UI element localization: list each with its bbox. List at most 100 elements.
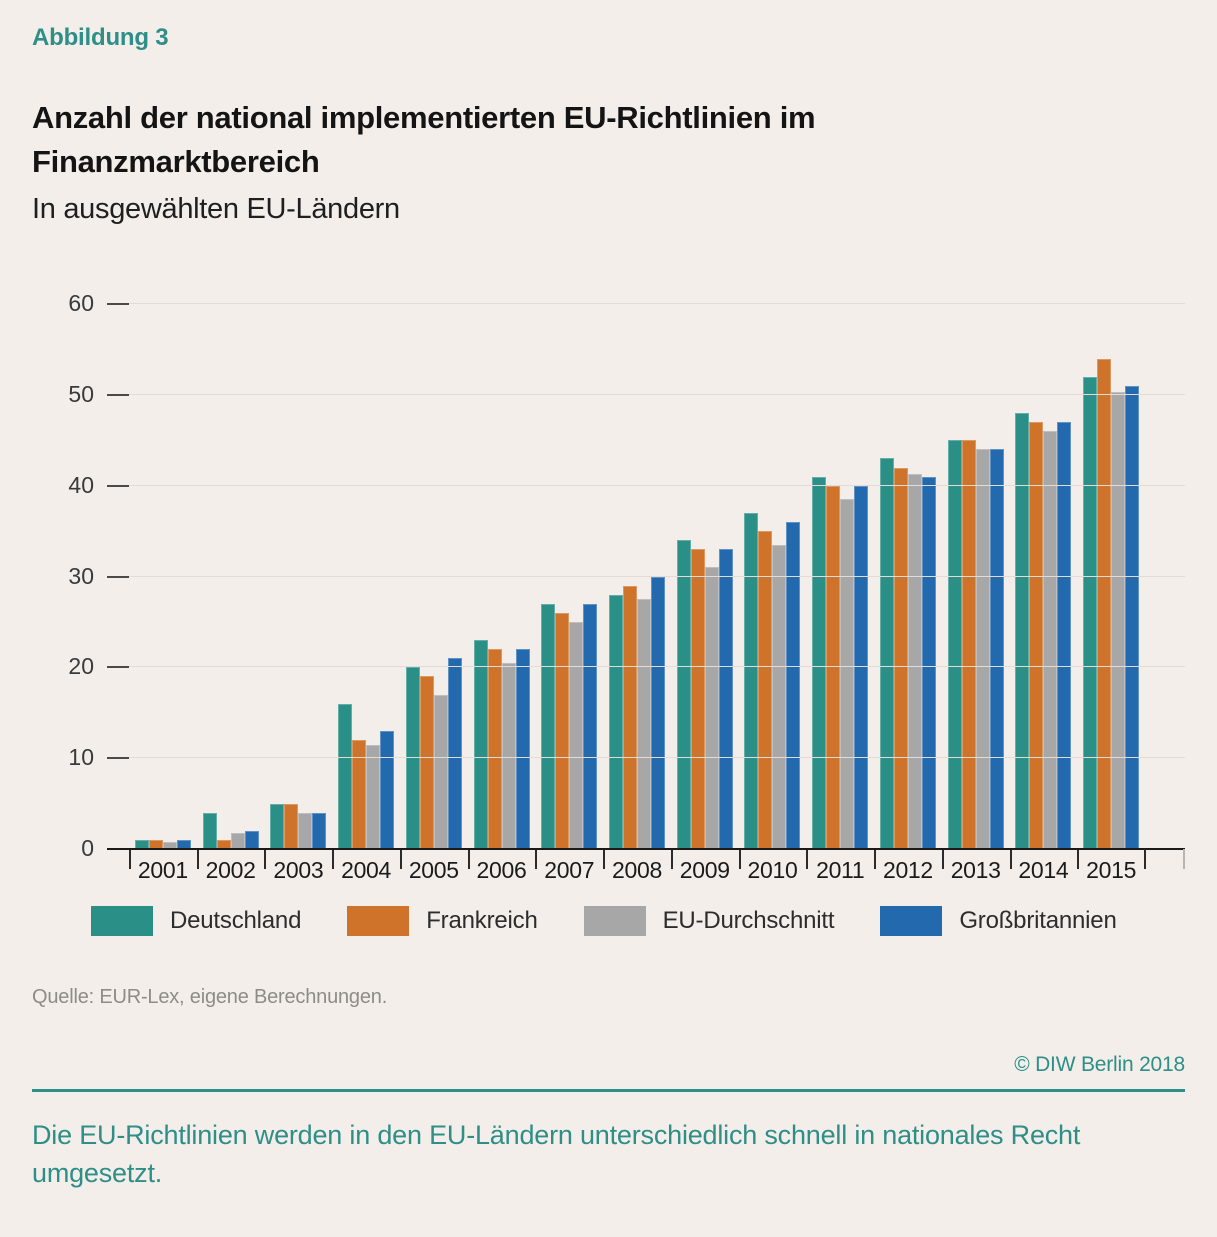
bar-eu-durchschnitt-2003 [298,812,313,849]
bar-group-2013: 2013 [941,304,1010,883]
chart-legend: Deutschland Frankreich EU-Durchschnitt Groß… [91,906,1185,936]
copyright-note: © DIW Berlin 2018 [1014,1053,1185,1076]
bar-gro-britannien-2013 [989,449,1004,849]
gridline-10 [129,757,1185,759]
legend-item-gro-britannien: Großbritannien [880,906,1117,936]
bar-gro-britannien-2004 [380,730,395,849]
bar-deutschland-2012 [879,458,894,849]
bar-group-2012: 2012 [874,304,942,883]
x-axis-tick-2004 [332,849,335,869]
bar-gro-britannien-2012 [921,476,936,849]
x-axis-label-2005: 2005 [408,857,459,883]
bar-deutschland-2001 [134,839,149,849]
bar-gro-britannien-2006 [515,649,530,849]
gridline-30 [129,575,1185,577]
bar-frankreich-2005 [419,676,434,849]
bar-gro-britannien-2001 [176,839,191,849]
bar-eu-durchschnitt-2013 [975,449,990,849]
bar-group-2011: 2011 [806,304,874,883]
x-axis-line [107,848,1185,850]
figure-title-line-2: Finanzmarktbereich [32,144,320,179]
bar-frankreich-2008 [623,585,637,849]
bar-group-2004: 2004 [332,304,400,883]
bar-gro-britannien-2008 [651,576,665,849]
x-axis-label-2014: 2014 [1018,857,1069,883]
x-axis-tick-2010 [738,849,741,869]
x-axis-label-2008: 2008 [612,857,662,883]
bar-eu-durchschnitt-2004 [366,744,381,849]
bar-deutschland-2008 [609,594,623,849]
bar-deutschland-2006 [473,640,488,849]
source-note: Quelle: EUR-Lex, eigene Berechnungen. [32,986,388,1008]
x-axis-tick-2015 [1077,849,1080,869]
footer-divider [32,1089,1185,1092]
bar-group-2003: 2003 [264,304,332,883]
bar-groups: 2001 2002 2003 2004 2005 2006 2007 2008 2009 2010… [129,304,1145,883]
figure-page: Abbildung 3 Anzahl der national implemen… [32,24,1185,1188]
legend-swatch-frankreich [347,906,410,936]
bar-deutschland-2009 [676,540,691,849]
bar-eu-durchschnitt-2014 [1043,431,1058,849]
legend-swatch-eu-durchschnitt [583,906,646,936]
figure-title: Anzahl der national implementierten EU-R… [32,96,1092,184]
x-axis-label-2004: 2004 [341,857,392,883]
y-axis-label-20: 20 [68,653,94,680]
bar-frankreich-2006 [487,649,502,849]
y-axis-label-30: 30 [68,562,94,589]
bar-eu-durchschnitt-2011 [840,499,855,849]
bar-gro-britannien-2009 [718,549,733,849]
x-axis-label-2006: 2006 [476,857,527,883]
y-axis-label-50: 50 [68,380,94,407]
x-axis-tick-2007 [535,849,538,869]
bar-eu-durchschnitt-2001 [162,841,177,849]
bar-group-2008: 2008 [603,304,671,883]
bar-gro-britannien-2003 [312,812,327,849]
bar-group-2007: 2007 [535,304,603,883]
takeaway-text: Die EU-Richtlinien werden in den EU-Länd… [32,1120,1081,1188]
bar-deutschland-2013 [947,440,962,849]
bar-gro-britannien-2015 [1125,385,1140,849]
x-axis-label-2009: 2009 [679,857,730,883]
bar-frankreich-2013 [961,440,976,849]
x-axis-tick-final [1144,849,1146,869]
x-axis-tick-2013 [941,849,944,869]
legend-label-eu-durchschnitt: EU-Durchschnitt [662,907,835,934]
legend-label-gro-britannien: Großbritannien [959,907,1117,934]
bar-eu-durchschnitt-2012 [907,473,922,849]
x-axis-label-2001: 2001 [137,857,188,883]
legend-swatch-deutschland [91,906,153,936]
x-axis-label-2002: 2002 [205,857,256,883]
bar-gro-britannien-2010 [786,522,801,849]
legend-label-deutschland: Deutschland [170,907,302,934]
plot-area: 2001 2002 2003 2004 2005 2006 2007 2008 2009 2010… [68,291,1185,883]
legend-item-frankreich: Frankreich [347,906,538,936]
x-axis-tick-2008 [603,849,606,869]
bar-eu-durchschnitt-2002 [230,832,245,849]
y-axis-tick-40 [107,484,129,487]
x-axis-label-2003: 2003 [273,857,324,883]
bar-deutschland-2003 [270,803,285,849]
bar-eu-durchschnitt-2008 [637,599,651,849]
y-axis-label-10: 10 [68,744,94,771]
y-axis-tick-30 [107,575,129,578]
bar-frankreich-2010 [758,531,773,849]
gridline-50 [129,393,1185,395]
bar-deutschland-2014 [1015,413,1030,849]
bar-gro-britannien-2002 [244,830,259,849]
legend-swatch-gro-britannien [880,906,943,936]
bar-deutschland-2005 [405,667,420,849]
bar-frankreich-2012 [893,467,908,849]
bar-group-2014: 2014 [1009,304,1078,883]
bar-eu-durchschnitt-2006 [501,662,516,849]
y-axis-tick-60 [107,303,129,305]
gridline-40 [129,484,1185,486]
bar-deutschland-2002 [202,812,217,849]
bar-group-2006: 2006 [467,304,536,883]
y-axis-label-40: 40 [68,471,94,498]
bar-frankreich-2003 [284,803,299,849]
bar-group-2015: 2015 [1077,304,1145,883]
bar-eu-durchschnitt-2009 [704,567,719,849]
figure-label: Abbildung 3 [32,24,169,51]
x-axis-label-2010: 2010 [747,857,798,883]
x-axis-tick-2002 [196,849,199,869]
